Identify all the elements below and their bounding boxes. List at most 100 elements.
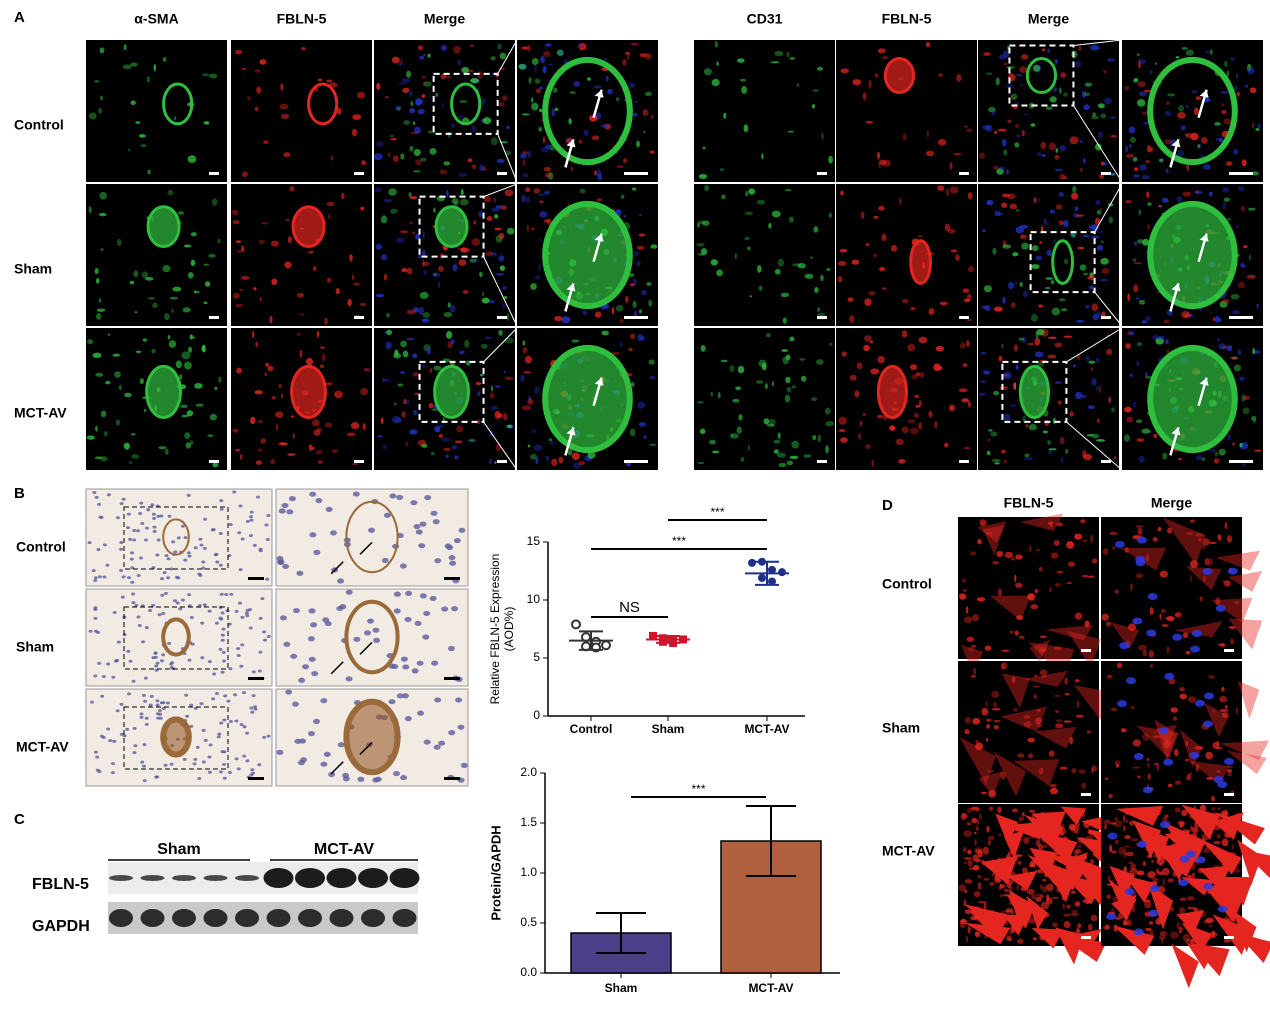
speckle: [1248, 254, 1252, 261]
speckle: [738, 414, 743, 421]
speckle: [1223, 118, 1232, 125]
nucleus: [200, 621, 205, 625]
speckle: [391, 415, 401, 424]
speckle: [1141, 320, 1147, 324]
speckle: [539, 238, 542, 242]
speckle: [1110, 707, 1118, 712]
speckle: [792, 263, 801, 267]
speckle: [870, 368, 880, 375]
speckle: [1085, 355, 1090, 362]
micrograph: [231, 40, 372, 182]
nucleus: [136, 529, 141, 533]
speckle: [1083, 272, 1089, 276]
speckle: [388, 188, 397, 196]
nucleus: [411, 668, 419, 674]
column-header: FBLN-5: [882, 11, 932, 27]
speckle: [1006, 938, 1013, 942]
speckle: [296, 292, 304, 298]
speckle: [1027, 753, 1034, 759]
speckle: [569, 91, 576, 94]
speckle: [761, 362, 767, 371]
speckle: [1165, 338, 1169, 345]
vessel: [433, 364, 470, 419]
speckle: [1077, 923, 1082, 928]
speckle: [140, 144, 147, 148]
speckle: [1075, 214, 1085, 217]
speckle: [287, 236, 292, 244]
speckle: [1127, 623, 1137, 632]
nucleus: [266, 734, 271, 738]
speckle: [982, 229, 986, 233]
nucleus: [416, 660, 424, 666]
arrow-head: [594, 233, 604, 242]
speckle: [777, 432, 781, 439]
scale-bar: [959, 316, 969, 319]
speckle: [1156, 919, 1162, 925]
speckle: [735, 386, 742, 391]
nucleus: [106, 493, 111, 497]
speckle: [1218, 342, 1226, 350]
speckle: [1051, 307, 1061, 316]
speckle: [1044, 287, 1051, 290]
speckle: [1224, 521, 1228, 530]
error-bar: [579, 630, 603, 651]
speckle: [1111, 908, 1115, 914]
speckle: [967, 849, 972, 855]
nucleus: [373, 637, 381, 643]
cell: [1215, 882, 1247, 913]
speckle: [317, 78, 323, 82]
nucleus: [151, 566, 156, 570]
speckle: [925, 150, 935, 157]
speckle: [805, 273, 814, 280]
scale-bar: [248, 777, 264, 780]
nucleus: [186, 493, 191, 497]
speckle: [235, 240, 242, 244]
nucleus: [252, 543, 257, 547]
nucleus: [296, 570, 304, 576]
speckle: [963, 588, 967, 592]
arrow-head: [566, 139, 576, 148]
speckle: [350, 422, 360, 430]
speckle: [359, 302, 366, 307]
speckle: [433, 365, 442, 371]
speckle: [275, 411, 284, 419]
speckle: [1221, 686, 1225, 692]
speckle: [964, 125, 968, 128]
speckle: [1137, 527, 1143, 536]
cell: [1162, 517, 1206, 565]
cell: [1198, 879, 1244, 923]
speckle: [1027, 342, 1035, 346]
speckle: [1051, 896, 1059, 899]
micrograph: [694, 184, 835, 326]
nucleus: [186, 551, 191, 555]
speckle: [967, 859, 973, 867]
speckle: [1157, 871, 1164, 875]
zoom-box: [432, 72, 499, 135]
zoom-box: [418, 195, 485, 258]
speckle: [1182, 933, 1190, 942]
speckle: [470, 258, 478, 264]
speckle: [195, 290, 200, 294]
arrow: [359, 541, 373, 555]
image-background: [694, 184, 835, 326]
speckle: [817, 307, 821, 312]
speckle: [816, 66, 824, 71]
speckle: [167, 189, 174, 196]
speckle: [362, 423, 366, 431]
cell: [1181, 804, 1220, 840]
nucleus: [207, 770, 212, 774]
nucleus: [248, 608, 253, 612]
speckle: [406, 267, 413, 275]
speckle: [964, 729, 970, 735]
speckle: [1208, 191, 1213, 197]
speckle: [481, 297, 490, 304]
nucleus: [250, 710, 255, 714]
micrograph: [374, 328, 515, 470]
speckle: [1049, 209, 1056, 214]
speckle: [1108, 793, 1113, 799]
nucleus: [121, 497, 126, 501]
speckle: [1091, 558, 1098, 564]
speckle: [236, 250, 243, 253]
cell: [1008, 889, 1031, 929]
speckle: [1042, 221, 1050, 225]
